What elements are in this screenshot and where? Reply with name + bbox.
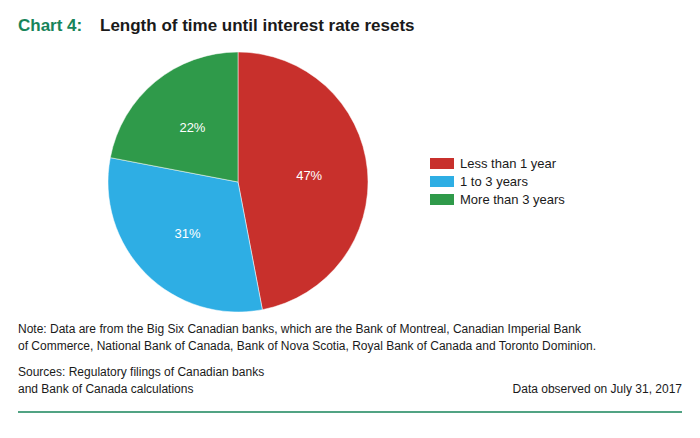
data-label: 47% <box>296 168 322 183</box>
bottom-rule <box>18 411 682 413</box>
legend: Less than 1 year 1 to 3 years More than 3 … <box>430 156 565 207</box>
pie-slice <box>238 52 368 310</box>
title: Chart 4: Length of time until interest ra… <box>18 16 415 35</box>
title-prefix: Chart 4: <box>18 16 82 35</box>
legend-label: 1 to 3 years <box>460 174 528 189</box>
pie-slice <box>110 52 238 182</box>
note: of Commerce, National Bank of Canada, Ba… <box>18 339 596 353</box>
legend-swatch <box>430 176 454 187</box>
data-label: 22% <box>179 120 205 135</box>
pie-slice <box>108 158 262 312</box>
data-label: 31% <box>174 226 200 241</box>
sources: Sources: Regulatory filings of Canadian … <box>18 365 264 379</box>
note: Note: Data are from the Big Six Canadian… <box>18 322 582 336</box>
observed-date: Data observed on July 31, 2017 <box>513 382 683 396</box>
title-text: Length of time until interest rate reset… <box>100 16 415 35</box>
legend-label: More than 3 years <box>460 192 565 207</box>
legend-swatch <box>430 194 454 205</box>
sources: and Bank of Canada calculations <box>18 382 193 396</box>
pie <box>108 52 368 312</box>
chart: Chart 4: Length of time until interest ra… <box>0 0 700 438</box>
legend-swatch <box>430 158 454 169</box>
legend-label: Less than 1 year <box>460 156 557 171</box>
data-labels: 47% 31% 22% <box>174 120 322 241</box>
